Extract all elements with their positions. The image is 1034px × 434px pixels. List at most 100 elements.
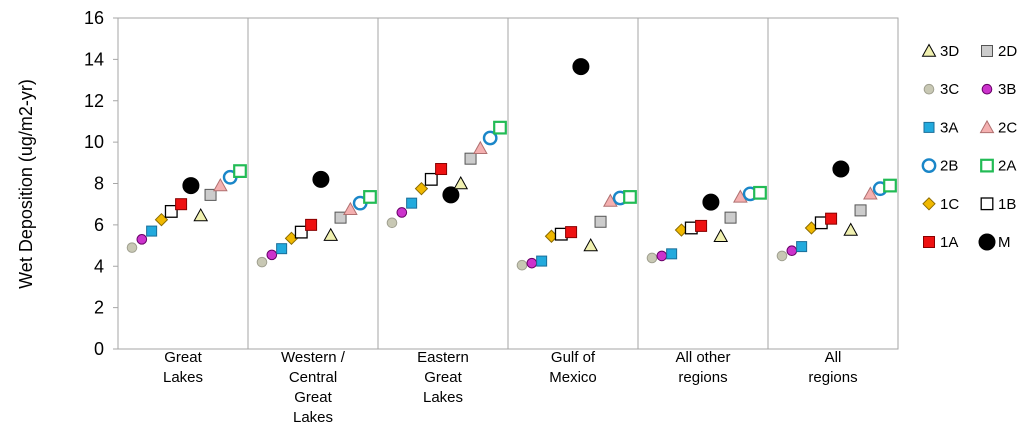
data-point <box>656 250 668 262</box>
category-label: All other regions <box>675 349 730 386</box>
category-label-line: All other <box>675 349 730 366</box>
legend-marker <box>923 236 935 248</box>
data-point <box>136 234 148 245</box>
data-point <box>363 190 377 204</box>
data-point <box>266 249 278 261</box>
data-point <box>453 175 469 190</box>
legend-marker <box>980 197 994 211</box>
category-label-line: Lakes <box>163 369 203 386</box>
legend-marker <box>980 158 994 173</box>
data-point <box>786 245 798 257</box>
legend-label: 3C <box>940 81 959 98</box>
data-point <box>825 212 838 225</box>
legend-marker <box>921 158 937 174</box>
legend-label: M <box>998 234 1011 251</box>
category-label-line: Great <box>294 389 332 406</box>
data-point <box>182 177 200 195</box>
legend-label: 3B <box>998 81 1016 98</box>
data-point <box>193 208 209 222</box>
data-point <box>343 201 358 216</box>
data-point <box>473 140 488 155</box>
data-point <box>482 130 498 146</box>
category-label: Eastern Great Lakes <box>417 349 469 406</box>
legend-marker <box>981 83 993 95</box>
category-label-line: Gulf of <box>551 349 596 366</box>
category-label-line: Eastern <box>417 349 469 366</box>
data-point <box>126 242 138 253</box>
category-label-line: Great <box>164 349 202 366</box>
category-label-line: regions <box>808 369 857 386</box>
data-point <box>406 197 418 209</box>
data-point <box>213 178 228 192</box>
category-label-line: Western / <box>281 349 346 366</box>
legend-label: 3D <box>940 43 959 60</box>
data-point <box>464 152 477 165</box>
category-label-line: Lakes <box>423 389 463 406</box>
legend-label: 2A <box>998 158 1016 175</box>
data-point <box>435 163 448 176</box>
legend-label: 2D <box>998 43 1017 60</box>
legend-marker <box>923 83 935 95</box>
data-point <box>294 225 308 239</box>
data-point <box>414 181 429 196</box>
data-point <box>526 257 538 269</box>
data-point <box>442 186 460 204</box>
data-point <box>175 198 188 211</box>
legend-marker <box>923 121 935 133</box>
y-tick-label: 4 <box>94 256 104 276</box>
data-point <box>305 218 318 231</box>
data-point <box>843 222 859 236</box>
data-point <box>424 172 438 186</box>
legend-label: 1B <box>998 196 1016 213</box>
data-point <box>572 58 590 76</box>
data-point <box>565 226 578 239</box>
data-point <box>883 178 897 193</box>
data-point <box>753 185 767 200</box>
category-label: Gulf of Mexico <box>549 349 597 386</box>
data-point <box>536 255 548 267</box>
data-point <box>146 225 158 237</box>
data-point <box>724 211 737 224</box>
data-point <box>623 190 637 204</box>
y-axis-label: Wet Deposition (ug/m2-yr) <box>16 79 36 289</box>
category-label-line: Mexico <box>549 369 597 386</box>
data-point <box>695 219 708 232</box>
data-point <box>702 193 720 211</box>
data-points <box>126 58 897 271</box>
category-label-line: regions <box>678 369 727 386</box>
data-point <box>854 204 867 217</box>
y-tick-label: 8 <box>94 174 104 194</box>
gridlines <box>247 18 769 349</box>
legend-label: 1C <box>940 196 959 213</box>
legend-marker <box>921 43 937 57</box>
y-tick-label: 6 <box>94 215 104 235</box>
data-point <box>796 241 808 253</box>
legend-label: 3A <box>940 119 958 136</box>
axes <box>113 17 899 350</box>
data-point <box>386 217 398 229</box>
data-point <box>233 164 247 178</box>
y-tick-label: 12 <box>84 91 104 111</box>
data-point <box>594 215 607 228</box>
legend-marker <box>922 197 936 211</box>
legend-marker <box>978 233 996 251</box>
data-point <box>396 207 408 218</box>
y-tick-labels: 0 2 4 6 8 10 12 14 16 <box>84 8 104 359</box>
y-tick-label: 10 <box>84 132 104 152</box>
data-point <box>276 243 288 255</box>
data-point <box>334 211 347 224</box>
legend-label: 1A <box>940 234 958 251</box>
y-axis-label-group: Wet Deposition (ug/m2-yr) <box>16 79 36 289</box>
legend: 3D 2D 3C 3B 3A 2C 2B 2A 1C 1B 1A M <box>921 43 1017 251</box>
legend-label: 2C <box>998 119 1017 136</box>
data-point <box>583 238 599 252</box>
data-point <box>713 228 729 242</box>
legend-marker <box>979 119 995 134</box>
data-point <box>863 186 878 200</box>
category-label-line: All <box>825 349 842 366</box>
data-point <box>493 120 507 135</box>
y-tick-label: 0 <box>94 339 104 359</box>
category-label-line: Great <box>424 369 462 386</box>
data-point <box>204 188 217 201</box>
